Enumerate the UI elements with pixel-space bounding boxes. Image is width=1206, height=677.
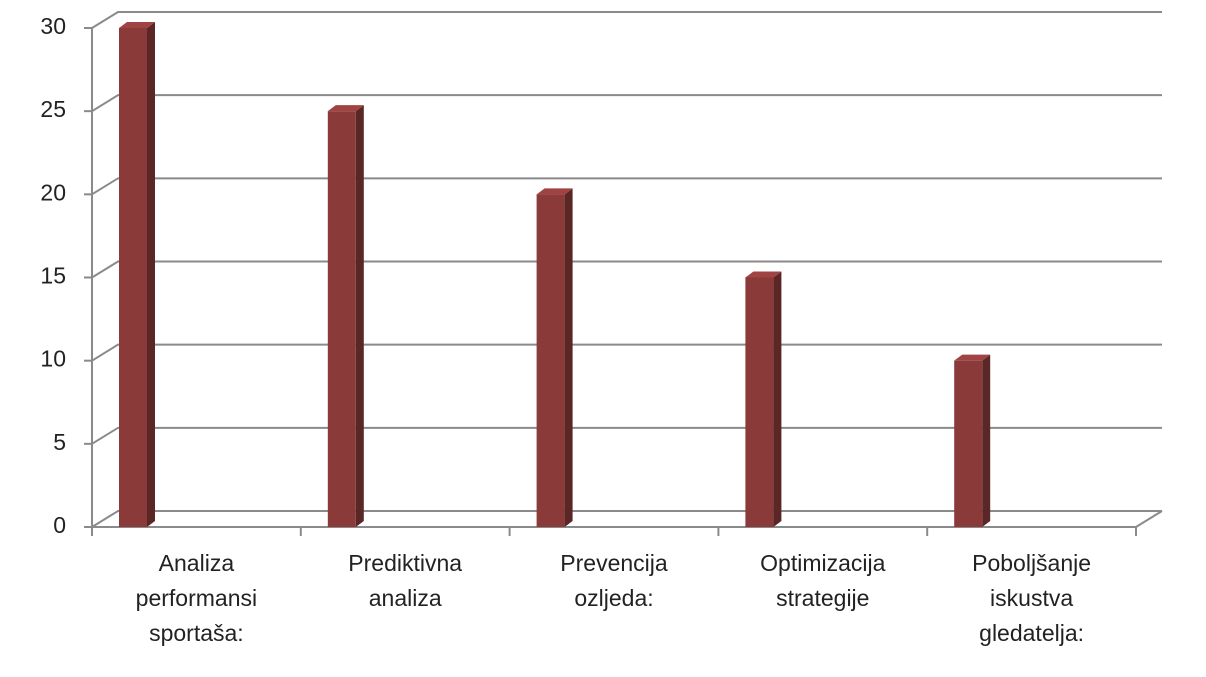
x-tick-label: Prediktivna analiza (348, 550, 462, 611)
bar-top (745, 271, 782, 278)
bar (327, 111, 356, 528)
bar-top (327, 105, 364, 112)
x-tick-label: Analiza performansi sportaša: (136, 550, 257, 646)
y-tick-label: 20 (40, 179, 66, 205)
bar-top (954, 354, 991, 361)
y-tick-label: 30 (40, 13, 66, 39)
y-tick-label: 25 (40, 96, 66, 122)
bar-top (536, 188, 573, 195)
bar (119, 28, 147, 527)
floor-edge (92, 510, 1163, 528)
grid-line (91, 260, 1162, 279)
y-tick-label: 10 (40, 346, 66, 372)
grid-line (91, 177, 1162, 196)
y-tick-label: 0 (53, 512, 66, 538)
bar-side (147, 22, 155, 527)
x-tick-label: Optimizacija strategije (760, 550, 885, 611)
y-tick-label: 5 (53, 429, 66, 455)
grid-line (91, 343, 1162, 362)
bar-side (773, 271, 782, 527)
grid-line (91, 94, 1162, 113)
y-tick-label: 15 (40, 263, 66, 289)
bar (954, 360, 983, 527)
x-tick-label: Poboljšanje iskustva gledatelja: (972, 550, 1091, 646)
bar (536, 194, 565, 528)
grid-line (91, 11, 1162, 29)
bar-side (982, 354, 991, 527)
bar-side (564, 188, 573, 528)
bar (745, 277, 774, 527)
grid-line (91, 426, 1162, 445)
grid-line (91, 510, 1162, 528)
bar-top (119, 22, 155, 28)
x-tick-label: Prevencija ozljeda: (560, 550, 668, 611)
bar-side (355, 105, 364, 528)
